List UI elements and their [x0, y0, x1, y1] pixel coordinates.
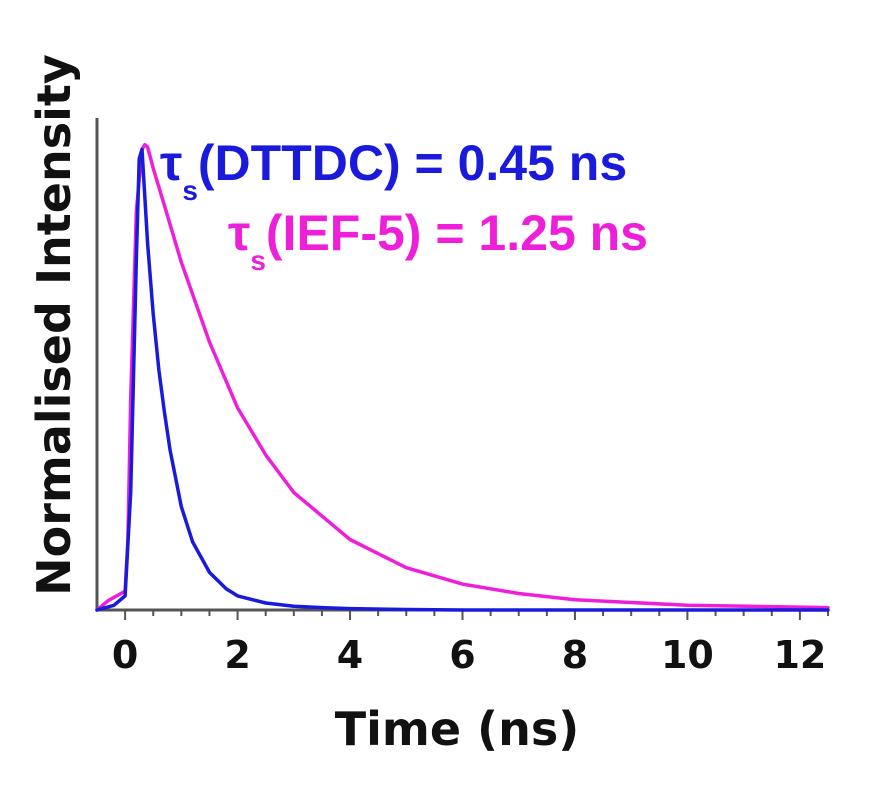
x-tick-label: 10 [661, 633, 714, 677]
x-tick-labels: 0 2 4 6 8 10 12 [112, 633, 826, 677]
x-tick-label: 12 [773, 633, 826, 677]
x-tick-label: 4 [337, 633, 363, 677]
series-line-ief5 [95, 142, 830, 612]
series-layer [95, 142, 830, 612]
lifetime-annotations: τs(DTTDC) = 0.45 ns τs(IEF-5) = 1.25 ns [160, 135, 648, 276]
annotation-text: (DTTDC) = 0.45 ns [198, 135, 627, 191]
annotation-tau-symbol: τ [160, 135, 182, 191]
x-ticks [124, 610, 829, 620]
annotation-tau-symbol: τ [228, 205, 250, 261]
x-tick-label: 0 [112, 633, 138, 677]
series-line-dttdc [95, 147, 830, 612]
y-axis-title: Normalised Intensity [27, 54, 81, 596]
annotation-subscript: s [182, 175, 198, 206]
x-axis-title: Time (ns) [335, 702, 579, 756]
annotation-ief5-lifetime: τs(IEF-5) = 1.25 ns [228, 205, 648, 276]
annotation-text: (IEF-5) = 1.25 ns [266, 205, 648, 261]
annotation-subscript: s [250, 245, 266, 276]
x-tick-label: 6 [449, 633, 475, 677]
axes [95, 118, 828, 612]
x-tick-label: 8 [562, 633, 588, 677]
annotation-dttdc-lifetime: τs(DTTDC) = 0.45 ns [160, 135, 627, 206]
x-tick-label: 2 [224, 633, 250, 677]
